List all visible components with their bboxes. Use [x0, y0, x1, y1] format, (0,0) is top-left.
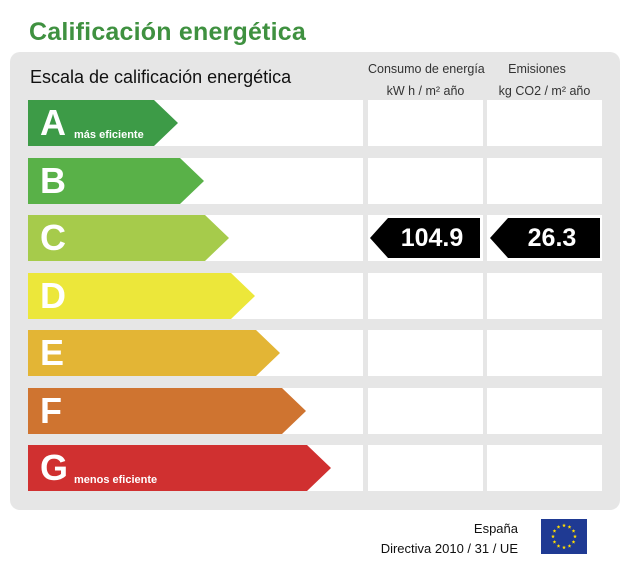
- footer-country: España: [473, 521, 518, 536]
- rating-sublabel: más eficiente: [74, 129, 144, 141]
- eu-flag-icon: [541, 519, 587, 554]
- emisiones-cell: [487, 273, 602, 319]
- eu-star-icon: [567, 544, 572, 548]
- rating-arrow-b: [28, 158, 204, 204]
- rating-letter: C: [40, 217, 66, 258]
- emisiones-value: 26.3: [527, 224, 577, 252]
- consumo-value: 104.9: [400, 224, 464, 252]
- rating-arrow-c: [28, 215, 229, 261]
- rating-arrow-g: [28, 445, 331, 491]
- rating-arrow-e: [28, 330, 280, 376]
- rating-letter: D: [40, 275, 66, 316]
- eu-star-icon: [571, 529, 576, 533]
- emisiones-cell: [487, 388, 602, 434]
- rating-letter: E: [40, 332, 65, 373]
- consumo-header-line1: Consumo de energía: [368, 62, 485, 76]
- eu-star-icon: [551, 534, 555, 539]
- consumo-cell: [368, 330, 483, 376]
- rating-arrow-a: [28, 100, 178, 146]
- rating-arrow-d: [28, 273, 255, 319]
- emisiones-cell: [487, 100, 602, 146]
- page-title: Calificación energética: [29, 18, 306, 46]
- emisiones-cell: [487, 330, 602, 376]
- emisiones-header-line1: Emisiones: [508, 62, 566, 76]
- emisiones-value-arrow: [490, 218, 600, 258]
- eu-star-icon: [573, 534, 577, 539]
- consumo-cell: [368, 388, 483, 434]
- consumo-cell: [368, 158, 483, 204]
- rating-letter: F: [40, 390, 62, 431]
- emisiones-cell: [487, 158, 602, 204]
- eu-star-icon: [556, 544, 561, 548]
- consumo-cell: [368, 445, 483, 491]
- eu-star-icon: [552, 540, 557, 544]
- consumo-value-arrow: [370, 218, 480, 258]
- consumo-cell: [368, 273, 483, 319]
- rating-letter: A: [40, 102, 66, 143]
- eu-star-icon: [562, 545, 566, 550]
- emisiones-header-line2: kg CO2 / m² año: [498, 84, 591, 98]
- rating-letter: B: [40, 160, 66, 201]
- rating-sublabel: menos eficiente: [74, 474, 158, 486]
- eu-star-icon: [562, 523, 566, 528]
- eu-star-icon: [552, 529, 557, 533]
- rating-arrow-f: [28, 388, 306, 434]
- eu-star-icon: [556, 524, 561, 529]
- eu-star-icon: [567, 524, 572, 529]
- rating-letter: G: [40, 447, 69, 488]
- scale-label: Escala de calificación energética: [30, 67, 292, 87]
- eu-star-icon: [571, 540, 576, 544]
- consumo-header-line2: kW h / m² año: [386, 84, 465, 98]
- footer-directive: Directiva 2010 / 31 / UE: [380, 541, 518, 556]
- emisiones-cell: [487, 445, 602, 491]
- consumo-cell: [368, 100, 483, 146]
